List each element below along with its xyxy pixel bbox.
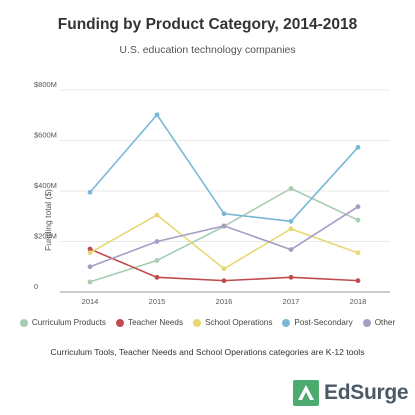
x-tick-label: 2018 bbox=[350, 297, 367, 306]
series-group bbox=[87, 112, 361, 285]
legend-swatch bbox=[362, 318, 371, 327]
x-tick-label: 2015 bbox=[149, 297, 166, 306]
data-point bbox=[87, 189, 93, 195]
y-tick-label: $800M bbox=[34, 80, 57, 89]
data-point bbox=[87, 246, 93, 252]
data-point bbox=[355, 144, 361, 150]
y-tick-label: $600M bbox=[34, 131, 57, 140]
legend-item: Curriculum Products bbox=[19, 318, 106, 327]
data-point bbox=[87, 264, 93, 270]
footnote: Curriculum Tools, Teacher Needs and Scho… bbox=[50, 347, 365, 357]
series-school-operations bbox=[87, 212, 361, 272]
x-axis-ticks: 2014 2015 2016 2017 2018 bbox=[82, 297, 367, 306]
edsurge-logo-icon bbox=[293, 380, 319, 406]
y-tick-label: $200M bbox=[34, 232, 57, 241]
legend-label: Other bbox=[374, 318, 396, 327]
data-point bbox=[288, 218, 294, 224]
data-point bbox=[355, 217, 361, 223]
legend-swatch bbox=[19, 318, 28, 327]
line-chart: 0$200M$400M$600M$800M 2014 2015 2016 2017 20… bbox=[34, 80, 390, 306]
y-axis-label: Funding total ($) bbox=[43, 189, 53, 251]
data-point bbox=[221, 266, 227, 272]
legend-item: School Operations bbox=[193, 318, 272, 327]
series-line bbox=[89, 113, 359, 223]
legend-label: Teacher Needs bbox=[127, 318, 184, 327]
data-point bbox=[288, 274, 294, 280]
x-tick-label: 2017 bbox=[283, 297, 300, 306]
series-other bbox=[87, 204, 361, 270]
data-point bbox=[87, 279, 93, 285]
legend-swatch bbox=[193, 318, 202, 327]
chart-title: Funding by Product Category, 2014-2018 bbox=[57, 16, 358, 33]
edsurge-logo: EdSurge bbox=[293, 380, 409, 406]
data-point bbox=[154, 239, 160, 244]
data-point bbox=[355, 278, 361, 284]
logo-text: EdSurge bbox=[324, 381, 409, 404]
y-axis-ticks: 0 $200M $400M $600M $800M bbox=[34, 80, 57, 291]
legend-label: Curriculum Products bbox=[31, 318, 106, 327]
series-teacher-needs bbox=[87, 246, 361, 284]
data-point bbox=[355, 204, 361, 210]
data-point bbox=[154, 112, 160, 118]
data-point bbox=[221, 278, 227, 284]
x-tick-label: 2014 bbox=[82, 297, 99, 306]
y-tick-label: 0 bbox=[34, 282, 38, 291]
legend-item: Other bbox=[362, 318, 396, 327]
legend-swatch bbox=[282, 318, 291, 327]
series-line bbox=[89, 248, 359, 282]
data-point bbox=[154, 258, 160, 263]
data-point bbox=[87, 250, 93, 256]
y-tick-label: $400M bbox=[34, 181, 57, 190]
data-point bbox=[288, 247, 294, 252]
legend-swatch bbox=[115, 318, 124, 327]
legend-item: Teacher Needs bbox=[115, 318, 184, 327]
x-tick-label: 2016 bbox=[216, 297, 233, 306]
legend-label: Post-Secondary bbox=[294, 318, 353, 327]
gridlines bbox=[60, 89, 390, 293]
data-point bbox=[154, 212, 160, 218]
legend-label: School Operations bbox=[205, 318, 273, 327]
chart-subtitle: U.S. education technology companies bbox=[119, 44, 296, 56]
legend: Curriculum Products Teacher Needs School O… bbox=[0, 318, 415, 327]
data-point bbox=[288, 186, 294, 191]
data-point bbox=[154, 274, 160, 280]
data-point bbox=[221, 223, 227, 229]
data-point bbox=[355, 250, 361, 256]
legend-item: Post-Secondary bbox=[282, 318, 353, 327]
series-post-secondary bbox=[87, 112, 361, 224]
data-point bbox=[221, 211, 227, 217]
data-point bbox=[288, 226, 294, 232]
